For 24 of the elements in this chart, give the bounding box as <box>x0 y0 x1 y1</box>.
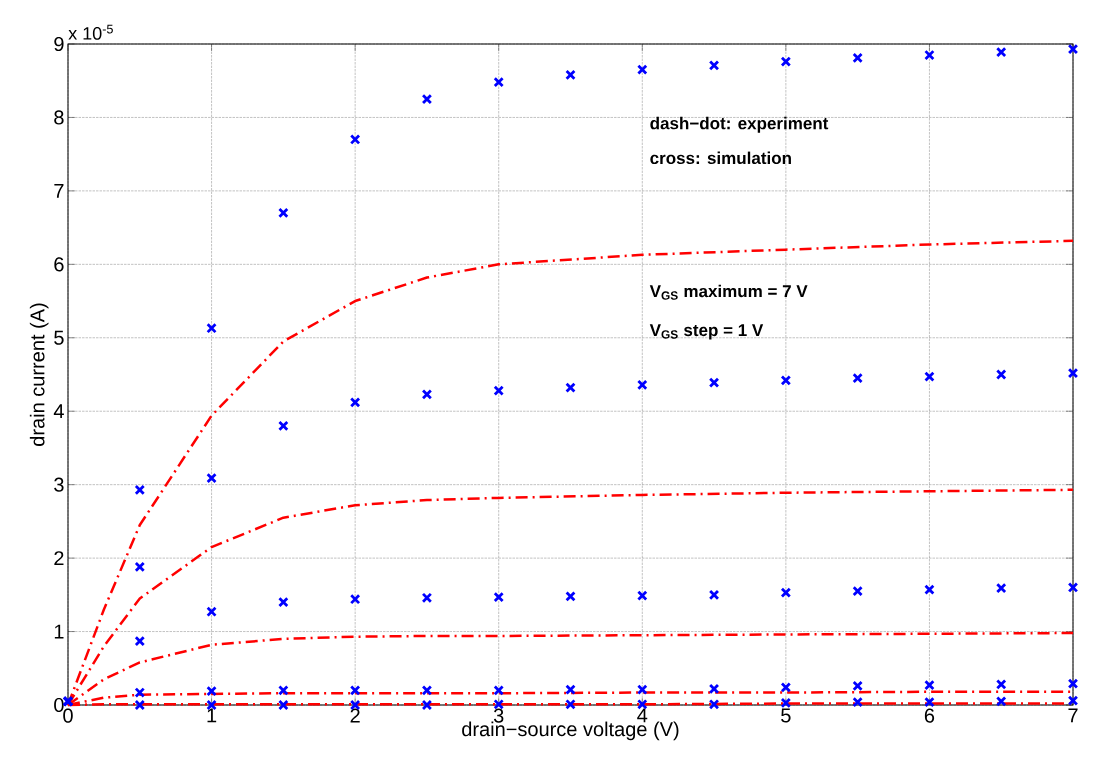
y-tick-label: 2 <box>54 551 64 566</box>
y-axis-title: drain current (A) <box>29 303 49 446</box>
x-tick-label: 6 <box>924 708 935 723</box>
text: x 10$^{-5}$ <box>68 24 113 40</box>
annotation: dash−dot: experiment <box>650 116 829 133</box>
annotation: V$_{GS}$ maximum = 7 V <box>649 284 808 300</box>
y-tick-label: 7 <box>54 184 64 198</box>
x-tick-label: 5 <box>781 708 791 723</box>
x-tick-label: 1 <box>207 708 217 723</box>
y-tick-label: 9 <box>54 36 64 52</box>
x-axis-title: drain−source voltage (V) <box>462 721 679 741</box>
y-tick-label: 6 <box>54 257 64 272</box>
y-tick-label: 4 <box>53 404 64 419</box>
y-tick-label: 8 <box>54 110 64 125</box>
x-tick-label: 4 <box>637 708 648 723</box>
y-tick-label: 1 <box>54 624 64 639</box>
y-tick-label: 5 <box>54 330 64 345</box>
annotation: V$_{GS}$ step = 1 V <box>649 324 764 340</box>
x-tick-label: 7 <box>1068 708 1078 723</box>
y-tick-label: 0 <box>54 697 64 713</box>
y-tick-label: 3 <box>54 477 64 492</box>
x-tick-label: 2 <box>350 708 360 723</box>
annotation: cross: simulation <box>650 151 791 165</box>
x-tick-label: 3 <box>493 708 504 723</box>
